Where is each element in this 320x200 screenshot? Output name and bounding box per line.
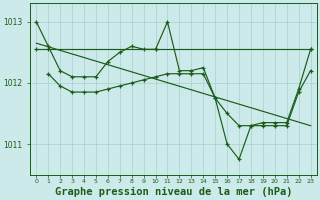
X-axis label: Graphe pression niveau de la mer (hPa): Graphe pression niveau de la mer (hPa) [55, 186, 292, 197]
